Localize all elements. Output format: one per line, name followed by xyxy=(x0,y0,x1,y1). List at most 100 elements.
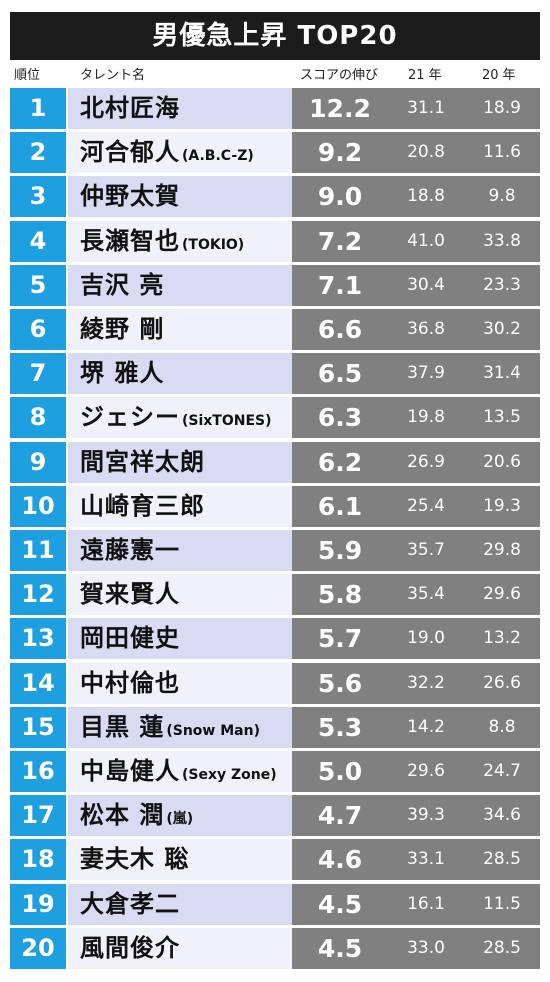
score-cells: 4.5 33.0 28.5 xyxy=(292,927,540,969)
talent-group: (嵐) xyxy=(166,811,194,828)
score-2020-value: 26.6 xyxy=(483,672,521,693)
score-growth-value: 5.8 xyxy=(317,580,363,610)
rank-cell: 12 xyxy=(10,574,66,616)
table-row: 7 堺 雅人 6.5 37.9 31.4 xyxy=(10,353,540,395)
talent-name-cell: 目黒 蓮 (Snow Man) xyxy=(68,706,292,748)
table-row: 11 遠藤憲一 5.9 35.7 29.8 xyxy=(10,530,540,571)
score-2021-value: 35.7 xyxy=(407,540,445,560)
score-growth-value: 5.0 xyxy=(317,757,363,786)
score-2020-value: 13.5 xyxy=(483,407,521,428)
score-2021-value: 37.9 xyxy=(407,363,445,384)
talent-group: (TOKIO) xyxy=(182,236,245,253)
talent-group: (SixTONES) xyxy=(182,413,272,430)
rank-cell: 20 xyxy=(10,927,66,969)
table-row: 14 中村倫也 5.6 32.2 26.6 xyxy=(10,662,540,704)
talent-name: 仲野太賀 xyxy=(80,176,180,217)
talent-name-cell: 岡田健史 xyxy=(68,618,292,660)
score-growth-value: 6.1 xyxy=(317,491,363,521)
talent-name-cell: 山崎育三郎 xyxy=(68,485,292,527)
score-2021-value: 31.1 xyxy=(407,98,445,118)
table-row: 5 吉沢 亮 7.1 30.4 23.3 xyxy=(10,264,540,306)
talent-name-text: 長瀬智也 xyxy=(80,226,180,255)
table-row: 17 松本 潤 (嵐) 4.7 39.3 34.6 xyxy=(10,795,540,837)
talent-name: 大倉孝二 xyxy=(80,884,180,925)
talent-name: 吉沢 亮 xyxy=(80,265,164,306)
talent-name-text: 妻夫木 聡 xyxy=(80,845,190,874)
talent-name: 松本 潤 (嵐) xyxy=(80,795,193,836)
rank-cell: 8 xyxy=(10,397,66,439)
talent-name: 賀来賢人 xyxy=(80,574,180,615)
score-2020-value: 19.3 xyxy=(483,495,521,516)
table-row: 19 大倉孝二 4.5 16.1 11.5 xyxy=(10,883,540,925)
score-cells: 9.0 18.8 9.8 xyxy=(292,176,540,218)
table-row: 2 河合郁人 (A.B.C-Z) 9.2 20.8 11.6 xyxy=(10,132,540,174)
talent-name: 遠藤憲一 xyxy=(80,530,180,571)
talent-name: 岡田健史 xyxy=(80,618,180,659)
rank-cell: 16 xyxy=(10,751,66,792)
rank-cell: 3 xyxy=(10,176,66,218)
score-2021-value: 20.8 xyxy=(407,142,445,163)
score-2021-value: 41.0 xyxy=(407,230,445,251)
talent-name-text: 松本 潤 xyxy=(80,801,165,830)
rank-cell: 15 xyxy=(10,706,66,748)
score-2021-value: 19.0 xyxy=(407,628,445,649)
score-cells: 9.2 20.8 11.6 xyxy=(292,132,540,174)
score-2021-value: 18.8 xyxy=(407,186,445,207)
talent-name-text: 岡田健史 xyxy=(80,624,180,653)
header-y21: 21 年 xyxy=(408,68,442,83)
talent-name-text: 遠藤憲一 xyxy=(80,536,180,564)
score-2020-value: 11.6 xyxy=(483,142,521,163)
score-2021-value: 33.0 xyxy=(407,937,445,958)
table-row: 8 ジェシー (SixTONES) 6.3 19.8 13.5 xyxy=(10,397,540,439)
score-growth-value: 7.1 xyxy=(317,270,363,300)
score-growth-value: 12.2 xyxy=(309,94,371,123)
talent-name-text: 河合郁人 xyxy=(80,138,180,167)
talent-group: (A.B.C-Z) xyxy=(182,148,254,165)
score-cells: 12.2 31.1 18.9 xyxy=(292,88,540,129)
score-cells: 5.6 32.2 26.6 xyxy=(292,662,540,704)
talent-name-text: ジェシー xyxy=(80,403,180,432)
score-cells: 6.3 19.8 13.5 xyxy=(292,397,540,439)
talent-name: 中島健人 (Sexy Zone) xyxy=(80,751,277,792)
score-growth-value: 7.2 xyxy=(317,226,363,256)
score-cells: 7.2 41.0 33.8 xyxy=(292,220,540,262)
rank-cell: 2 xyxy=(10,132,66,174)
rank-cell: 19 xyxy=(10,883,66,925)
score-2020-value: 30.2 xyxy=(483,319,521,339)
score-cells: 4.7 39.3 34.6 xyxy=(292,795,540,837)
talent-group: (Snow Man) xyxy=(166,722,260,739)
rank-cell: 11 xyxy=(10,530,66,571)
rank-cell: 7 xyxy=(10,353,66,395)
header-rank: 順位 xyxy=(14,68,41,83)
talent-name-cell: 長瀬智也 (TOKIO) xyxy=(68,220,292,262)
talent-name-cell: 河合郁人 (A.B.C-Z) xyxy=(68,132,292,174)
talent-name: 風間俊介 xyxy=(80,928,180,969)
score-2021-value: 14.2 xyxy=(407,716,445,737)
talent-name: 目黒 蓮 (Snow Man) xyxy=(80,707,260,748)
score-2021-value: 39.3 xyxy=(407,805,445,826)
header-score: スコアの伸び xyxy=(300,68,379,83)
score-2020-value: 29.8 xyxy=(483,540,521,560)
talent-name-text: 吉沢 亮 xyxy=(80,270,165,299)
talent-name: 山崎育三郎 xyxy=(80,486,205,527)
rank-cell: 17 xyxy=(10,795,66,837)
score-2020-value: 11.5 xyxy=(483,893,521,914)
score-2020-value: 31.4 xyxy=(483,363,521,384)
score-2021-value: 25.4 xyxy=(407,495,445,516)
talent-name-cell: 大倉孝二 xyxy=(68,883,292,925)
talent-name-cell: 綾野 剛 xyxy=(68,309,292,350)
score-2020-value: 34.6 xyxy=(483,805,521,826)
talent-name-text: 綾野 剛 xyxy=(80,315,165,343)
talent-name-cell: 仲野太賀 xyxy=(68,176,292,218)
talent-name-text: 山崎育三郎 xyxy=(80,491,205,520)
score-2020-value: 23.3 xyxy=(483,274,521,295)
talent-name-cell: 松本 潤 (嵐) xyxy=(68,795,292,837)
score-growth-value: 5.7 xyxy=(317,624,363,654)
rank-cell: 6 xyxy=(10,309,66,350)
score-cells: 6.2 26.9 20.6 xyxy=(292,441,540,483)
score-2021-value: 33.1 xyxy=(407,849,445,870)
talent-name-cell: 賀来賢人 xyxy=(68,574,292,616)
talent-name-text: 仲野太賀 xyxy=(80,182,180,211)
talent-name-text: 間宮祥太朗 xyxy=(80,447,205,476)
score-growth-value: 6.6 xyxy=(317,315,363,344)
